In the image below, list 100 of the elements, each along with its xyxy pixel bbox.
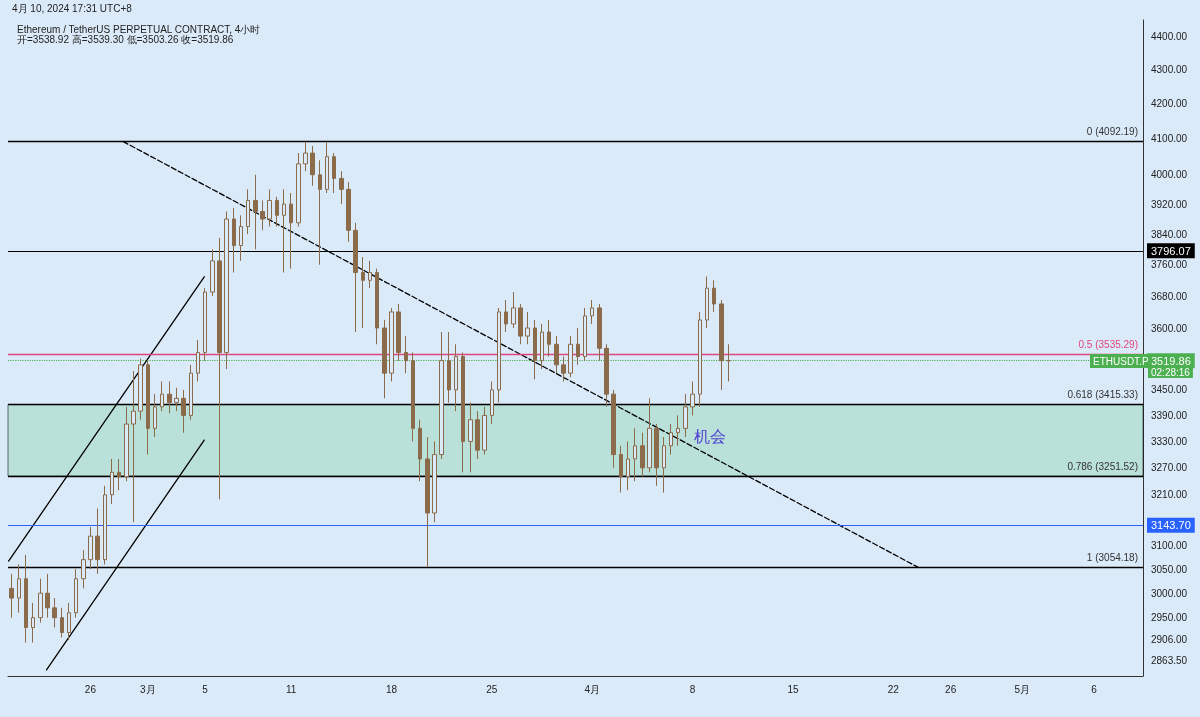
x-tick-label: 22 (887, 683, 900, 695)
y-tick-label: 3680.00 (1151, 290, 1188, 302)
candlestick (110, 458, 114, 505)
candlestick (153, 393, 157, 438)
candlestick (260, 199, 265, 231)
candlestick (698, 311, 702, 408)
candlestick (518, 303, 523, 345)
candlestick (468, 402, 473, 473)
candlestick (375, 268, 379, 345)
x-tick-label: 6 (1091, 683, 1098, 695)
candlestick (389, 307, 394, 382)
y-tick-label: 3100.00 (1151, 540, 1188, 552)
candlestick (705, 275, 709, 329)
x-tick-label: 26 (945, 683, 957, 695)
y-tick-label: 4300.00 (1151, 64, 1188, 76)
candlestick (497, 307, 501, 404)
ref-line-label: 3796.07 (1151, 244, 1191, 257)
x-tick-label: 25 (486, 683, 498, 695)
candlestick (318, 159, 322, 266)
candlestick (712, 279, 716, 313)
candlestick (239, 214, 243, 262)
text: 开=3538.92 高=3539.30 低=3503.26 收=3519.86 (17, 33, 234, 45)
candlestick (719, 299, 724, 391)
candlestick (232, 207, 236, 274)
x-tick-label: 15 (787, 683, 799, 695)
candlestick (31, 602, 35, 644)
candlestick (504, 299, 508, 333)
candlestick (160, 381, 164, 412)
candlestick (353, 222, 358, 333)
candlestick (404, 335, 408, 374)
y-tick-label: 3450.00 (1151, 384, 1188, 396)
candlestick (74, 568, 78, 619)
candlestick (203, 287, 207, 362)
candlestick (9, 573, 14, 619)
x-tick-label: 11 (285, 683, 297, 695)
candlestick (382, 319, 387, 399)
ref-line-label: 0.5 (3535.29) (1078, 338, 1138, 350)
candlestick (275, 196, 279, 228)
candlestick (619, 445, 623, 494)
annotation: ETHUSDT.P (1093, 355, 1149, 367)
candlestick (554, 335, 559, 374)
candlestick (396, 303, 401, 362)
candlestick (210, 248, 215, 297)
candlestick (418, 419, 422, 482)
candlestick (447, 331, 451, 404)
candlestick (131, 370, 136, 523)
candlestick (640, 432, 645, 478)
y-tick-label: 3760.00 (1151, 259, 1188, 271)
x-tick-label: 5月 (1014, 683, 1031, 695)
candlestick (17, 563, 21, 614)
candlestick (224, 211, 229, 370)
candlestick (361, 256, 365, 329)
ref-line-label: 3519.86 (1151, 354, 1191, 367)
candlestick (282, 188, 286, 274)
candlestick (368, 260, 372, 289)
candlestick (339, 170, 344, 205)
candlestick (67, 602, 71, 641)
candlestick (647, 397, 652, 473)
candlestick (425, 436, 430, 568)
x-tick-label: 4月 (584, 683, 601, 695)
candlestick (475, 410, 480, 460)
candlestick (325, 141, 329, 194)
candlestick (676, 414, 680, 447)
y-tick-label: 3330.00 (1151, 435, 1188, 447)
candlestick (332, 152, 336, 194)
candlestick (174, 387, 179, 412)
x-tick-label: 5 (202, 683, 209, 695)
text: 4月 10, 2024 17:31 UTC+8 (12, 2, 133, 14)
candlestick (146, 360, 150, 456)
y-tick-label: 2863.50 (1151, 655, 1188, 667)
candlestick (454, 343, 458, 412)
candlestick (253, 174, 258, 250)
candlestick (490, 381, 494, 425)
candlestick (461, 351, 465, 473)
candlestick (267, 188, 272, 228)
candlestick (511, 291, 516, 329)
ref-line-label: 0.618 (3415.33) (1067, 389, 1138, 401)
candlestick (138, 358, 143, 421)
candlestick (439, 331, 444, 460)
y-tick-label: 3000.00 (1151, 587, 1188, 599)
candlestick (604, 343, 609, 408)
x-tick-label: 3月 (140, 683, 156, 695)
candlestick (303, 141, 308, 172)
y-tick-label: 4100.00 (1151, 133, 1188, 145)
y-tick-label: 2906.00 (1151, 634, 1188, 646)
ref-line-label: 0.786 (3251.52) (1067, 460, 1138, 472)
candlestick (547, 319, 551, 358)
candlestick (52, 597, 57, 629)
candlestick (217, 237, 222, 500)
candlestick (432, 440, 437, 523)
candlestick (45, 573, 50, 619)
annotation: 机会 (694, 427, 726, 445)
candlestick (726, 343, 731, 382)
candlestick (633, 427, 637, 482)
candlestick (38, 578, 43, 624)
candlestick (95, 507, 100, 575)
y-tick-label: 4000.00 (1151, 169, 1188, 181)
y-tick-label: 2950.00 (1151, 612, 1188, 624)
candlestick (654, 423, 659, 487)
x-tick-label: 18 (385, 683, 398, 695)
